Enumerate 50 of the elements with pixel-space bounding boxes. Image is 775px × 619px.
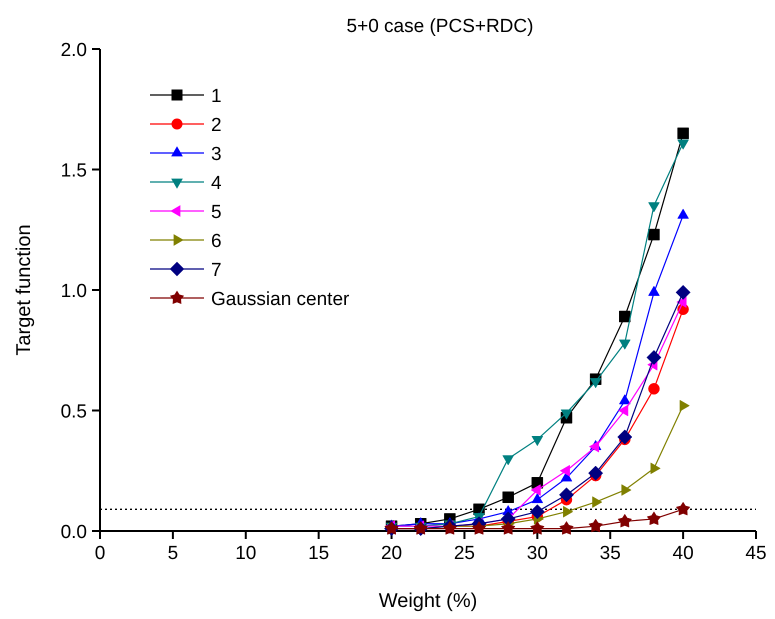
point [588,518,603,532]
point [618,514,632,528]
point [621,484,632,496]
point [502,492,514,504]
x-tick-label: 35 [600,543,621,564]
legend-label: 7 [211,260,222,281]
legend-label: 1 [211,86,222,107]
point [648,383,660,395]
legend-label: 6 [211,231,222,252]
x-tick-label: 30 [526,543,548,564]
point [677,140,689,150]
legend-label: 2 [211,115,222,136]
y-tick-label: 0.0 [60,522,87,543]
point [648,202,660,212]
point [646,350,662,365]
x-tick-label: 10 [235,543,256,564]
point [530,521,544,535]
chart-title: 5+0 case (PCS+RDC) [346,16,534,37]
x-tick-label: 45 [745,543,767,564]
point [530,504,545,520]
point [501,521,516,535]
point [676,502,690,516]
x-tick-label: 5 [168,543,178,564]
y-axis-title: Target function [13,224,35,356]
x-tick-label: 20 [380,543,402,564]
legend-label: Gaussian center [211,289,350,310]
point [619,310,631,322]
y-tick-label: 1.5 [60,160,87,182]
y-tick-label: 2.0 [60,40,87,61]
legend-label: 4 [211,173,222,194]
y-tick-label: 0.5 [60,402,87,422]
legend-label: 5 [211,202,222,223]
y-tick-label: 1.0 [60,281,87,302]
legend-label: 3 [211,144,222,165]
point [559,521,574,535]
x-tick-label: 0 [94,543,106,564]
point [646,512,662,525]
x-axis-title: Weight (%) [378,590,478,612]
x-tick-label: 25 [454,543,476,564]
point [648,228,660,240]
x-tick-label: 15 [308,543,330,564]
point [532,493,544,504]
point [617,430,632,444]
point [588,466,604,481]
x-tick-label: 40 [672,543,694,564]
point [500,512,516,526]
point [676,285,691,300]
point [559,487,574,502]
point [472,521,486,535]
point [677,128,689,140]
